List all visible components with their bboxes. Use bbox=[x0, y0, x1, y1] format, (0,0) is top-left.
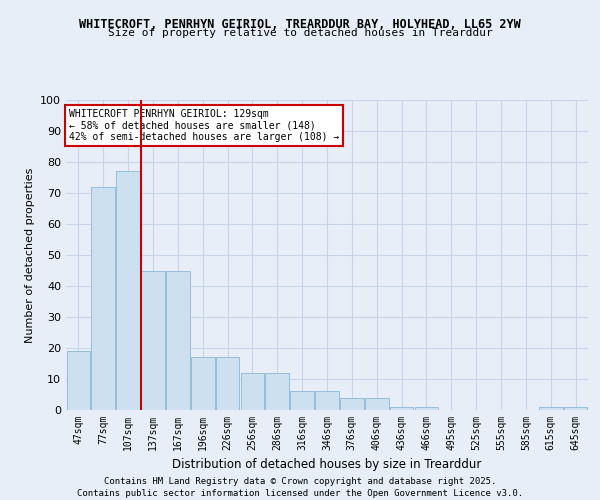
Text: WHITECROFT, PENRHYN GEIRIOL, TREARDDUR BAY, HOLYHEAD, LL65 2YW: WHITECROFT, PENRHYN GEIRIOL, TREARDDUR B… bbox=[79, 18, 521, 30]
Bar bbox=[216, 358, 239, 410]
Bar bbox=[241, 373, 264, 410]
Bar bbox=[340, 398, 364, 410]
Bar bbox=[315, 392, 339, 410]
Text: Size of property relative to detached houses in Trearddur: Size of property relative to detached ho… bbox=[107, 28, 493, 38]
Y-axis label: Number of detached properties: Number of detached properties bbox=[25, 168, 35, 342]
Bar bbox=[365, 398, 389, 410]
Bar bbox=[141, 270, 165, 410]
Bar bbox=[290, 392, 314, 410]
Bar bbox=[390, 407, 413, 410]
Bar bbox=[67, 351, 90, 410]
Text: WHITECROFT PENRHYN GEIRIOL: 129sqm
← 58% of detached houses are smaller (148)
42: WHITECROFT PENRHYN GEIRIOL: 129sqm ← 58%… bbox=[68, 110, 339, 142]
Bar bbox=[564, 407, 587, 410]
Bar bbox=[191, 358, 215, 410]
Bar bbox=[539, 407, 563, 410]
Bar bbox=[116, 172, 140, 410]
Bar bbox=[265, 373, 289, 410]
Text: Contains public sector information licensed under the Open Government Licence v3: Contains public sector information licen… bbox=[77, 489, 523, 498]
X-axis label: Distribution of detached houses by size in Trearddur: Distribution of detached houses by size … bbox=[172, 458, 482, 471]
Bar bbox=[415, 407, 438, 410]
Bar bbox=[166, 270, 190, 410]
Bar bbox=[91, 187, 115, 410]
Text: Contains HM Land Registry data © Crown copyright and database right 2025.: Contains HM Land Registry data © Crown c… bbox=[104, 478, 496, 486]
